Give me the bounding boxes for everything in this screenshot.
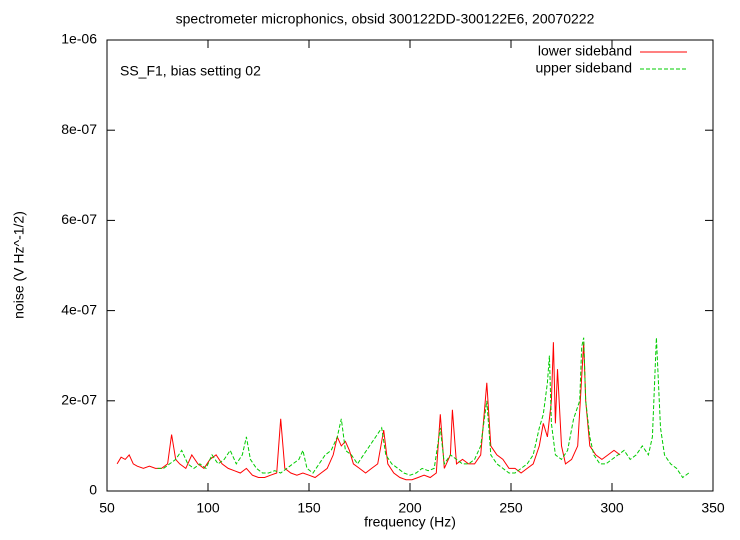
x-axis-label: frequency (Hz) (364, 514, 456, 530)
annotation: SS_F1, bias setting 02 (120, 63, 261, 79)
legend-label: lower sideband (538, 43, 632, 59)
y-tick-label: 6e-07 (61, 211, 97, 227)
series-line (157, 337, 690, 479)
y-tick-label: 8e-07 (61, 121, 97, 137)
y-tick-label: 4e-07 (61, 301, 97, 317)
x-tick-label: 300 (600, 500, 624, 516)
x-tick-label: 350 (701, 500, 725, 516)
x-tick-label: 100 (196, 500, 220, 516)
plot-border (106, 39, 714, 492)
x-tick-label: 200 (398, 500, 422, 516)
y-tick-label: 2e-07 (61, 392, 97, 408)
y-tick-label: 1e-06 (61, 31, 97, 47)
y-tick-label: 0 (89, 482, 97, 498)
x-tick-label: 150 (297, 500, 321, 516)
x-tick-label: 50 (99, 500, 115, 516)
x-tick-label: 250 (499, 500, 523, 516)
chart-title: spectrometer microphonics, obsid 300122D… (176, 11, 595, 27)
series-line (116, 342, 621, 481)
y-axis-label: noise (V Hz^-1/2) (11, 211, 27, 319)
legend-label: upper sideband (535, 60, 632, 76)
